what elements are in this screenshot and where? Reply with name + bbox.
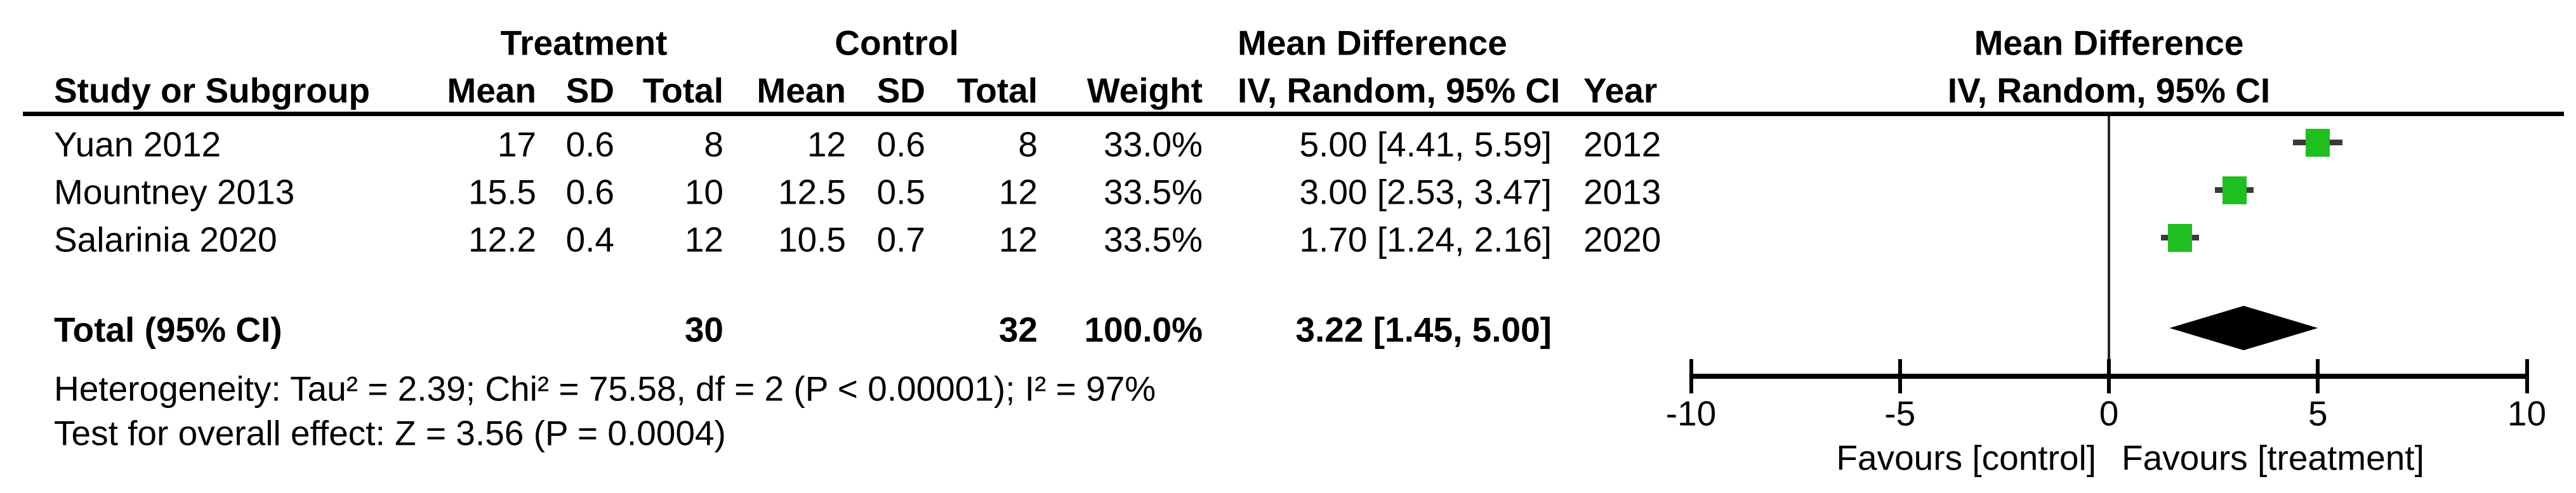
axis-tick-label: -5 (1884, 393, 1916, 433)
table-cell-t_sd: 0.6 (565, 172, 614, 212)
table-cell-c_mean: 12 (807, 124, 846, 164)
table-cell-study: Mountney 2013 (54, 172, 295, 212)
header-divider-line (23, 112, 2564, 116)
control-mean-header: Mean (756, 70, 846, 110)
total-control-n: 32 (998, 310, 1038, 350)
total-weight: 100.0% (1084, 310, 1203, 350)
treatment-group-header: Treatment (500, 23, 668, 63)
table-cell-c_total: 12 (998, 220, 1038, 260)
table-cell-year: 2020 (1583, 220, 1661, 260)
table-cell-t_total: 12 (684, 220, 723, 260)
table-cell-md_ci: 5.00 [4.41, 5.59] (1299, 124, 1552, 164)
treatment-mean-header: Mean (447, 70, 536, 110)
heterogeneity-stats: Heterogeneity: Tau² = 2.39; Chi² = 75.58… (54, 369, 1156, 409)
table-cell-c_total: 8 (1018, 124, 1038, 164)
axis-tick-label: 0 (2099, 393, 2119, 433)
table-cell-t_mean: 17 (497, 124, 536, 164)
table-cell-year: 2013 (1583, 172, 1661, 212)
table-cell-t_sd: 0.6 (565, 124, 614, 164)
table-cell-t_mean: 15.5 (468, 172, 536, 212)
table-cell-year: 2012 (1583, 124, 1661, 164)
axis-tick (1898, 359, 1902, 393)
mean-difference-column-header: Mean Difference (1238, 23, 1507, 63)
axis-tick-label: 5 (2308, 393, 2328, 433)
table-cell-study: Yuan 2012 (54, 124, 221, 164)
table-cell-weight: 33.5% (1104, 220, 1203, 260)
table-cell-c_sd: 0.5 (876, 172, 925, 212)
study-marker (2222, 176, 2247, 204)
table-cell-t_sd: 0.4 (565, 220, 614, 260)
control-sd-header: SD (876, 70, 925, 110)
treatment-sd-header: SD (565, 70, 614, 110)
year-column-header: Year (1583, 70, 1658, 110)
table-cell-c_total: 12 (998, 172, 1038, 212)
axis-label-favours-treatment: Favours [treatment] (2122, 438, 2424, 478)
treatment-total-header: Total (642, 70, 723, 110)
study-marker (2167, 224, 2192, 252)
total-md-ci: 3.22 [1.45, 5.00] (1295, 310, 1552, 350)
table-cell-c_sd: 0.7 (876, 220, 925, 260)
table-cell-weight: 33.0% (1104, 124, 1203, 164)
table-cell-c_mean: 12.5 (777, 172, 846, 212)
weight-header: Weight (1087, 70, 1203, 110)
axis-tick-label: 10 (2507, 393, 2547, 433)
table-cell-weight: 33.5% (1104, 172, 1203, 212)
overall-effect-test: Test for overall effect: Z = 3.56 (P = 0… (54, 413, 726, 453)
table-cell-md_ci: 3.00 [2.53, 3.47] (1299, 172, 1552, 212)
table-cell-t_total: 10 (684, 172, 723, 212)
axis-tick-label: -10 (1665, 393, 1717, 433)
table-cell-c_mean: 10.5 (777, 220, 846, 260)
table-cell-md_ci: 1.70 [1.24, 2.16] (1299, 220, 1552, 260)
zero-effect-line (2108, 116, 2110, 379)
plot-header-line1: Mean Difference (1974, 23, 2244, 63)
control-group-header: Control (835, 23, 959, 63)
total-treatment-n: 30 (684, 310, 723, 350)
summary-diamond (2169, 306, 2318, 350)
axis-tick (1689, 359, 1693, 393)
total-row-label: Total (95% CI) (54, 310, 282, 350)
axis-tick (2316, 359, 2320, 393)
study-marker (2306, 129, 2330, 157)
table-cell-c_sd: 0.6 (876, 124, 925, 164)
table-cell-t_total: 8 (704, 124, 723, 164)
axis-label-favours-control: Favours [control] (1836, 438, 2096, 478)
table-cell-t_mean: 12.2 (468, 220, 536, 260)
plot-header-line2: IV, Random, 95% CI (1947, 70, 2271, 110)
table-cell-study: Salarinia 2020 (54, 220, 277, 260)
study-column-header: Study or Subgroup (54, 70, 371, 110)
control-total-header: Total (956, 70, 1038, 110)
iv-ci-column-header: IV, Random, 95% CI (1238, 70, 1561, 110)
axis-tick (2107, 359, 2111, 393)
axis-tick (2525, 359, 2529, 393)
